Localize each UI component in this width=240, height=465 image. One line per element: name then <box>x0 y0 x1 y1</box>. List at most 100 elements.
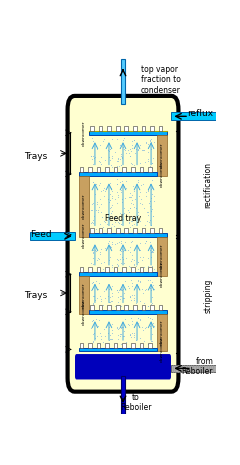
Bar <box>131 267 135 272</box>
Point <box>118 155 122 163</box>
Point <box>126 320 130 328</box>
Point <box>146 262 150 269</box>
Point <box>130 255 134 263</box>
Point <box>118 219 121 227</box>
Bar <box>97 343 100 348</box>
Point <box>108 243 112 250</box>
Point <box>123 290 126 297</box>
Bar <box>139 343 143 348</box>
Point <box>128 331 132 339</box>
Point <box>150 141 154 149</box>
Point <box>128 224 132 231</box>
Point <box>128 205 132 212</box>
Point <box>107 213 111 221</box>
Point <box>141 180 145 188</box>
Point <box>118 256 122 263</box>
Point <box>90 317 94 325</box>
Point <box>91 337 95 345</box>
Point <box>146 149 150 156</box>
Point <box>115 260 119 267</box>
Point <box>116 261 120 268</box>
Point <box>119 220 123 228</box>
Point <box>119 292 122 300</box>
Point <box>151 282 155 289</box>
Point <box>138 297 142 305</box>
Point <box>118 332 122 340</box>
Point <box>146 157 150 165</box>
Point <box>115 135 119 143</box>
Point <box>108 253 112 261</box>
Point <box>118 250 121 258</box>
Point <box>116 191 120 199</box>
Point <box>146 340 150 347</box>
Point <box>91 316 95 323</box>
Bar <box>120 376 126 414</box>
Point <box>116 225 120 232</box>
Point <box>151 319 155 326</box>
Point <box>127 219 131 227</box>
Point <box>134 145 138 152</box>
Point <box>98 292 102 299</box>
Point <box>106 329 110 337</box>
Point <box>132 187 136 194</box>
Point <box>110 240 114 247</box>
Point <box>129 333 133 341</box>
Point <box>130 191 134 199</box>
Point <box>107 286 111 293</box>
Point <box>110 298 114 305</box>
Point <box>130 317 134 324</box>
Point <box>98 340 102 348</box>
Point <box>149 163 153 171</box>
Point <box>127 209 131 216</box>
Point <box>141 146 145 154</box>
Text: to
Reboiler: to Reboiler <box>120 393 152 412</box>
Point <box>147 254 150 261</box>
Point <box>130 320 134 328</box>
Point <box>106 195 110 202</box>
Bar <box>148 343 152 348</box>
Bar <box>122 167 126 172</box>
Point <box>127 321 131 329</box>
Point <box>115 180 119 187</box>
Point <box>132 137 136 144</box>
Point <box>119 286 123 293</box>
Point <box>121 295 125 302</box>
Point <box>138 199 142 207</box>
Point <box>140 224 144 231</box>
Point <box>136 277 140 285</box>
Point <box>113 340 117 347</box>
Point <box>124 177 128 185</box>
Point <box>113 214 117 221</box>
Text: downcomer: downcomer <box>160 261 164 287</box>
Point <box>140 286 144 293</box>
Point <box>136 212 140 219</box>
Point <box>136 145 140 152</box>
Point <box>92 292 96 299</box>
Point <box>149 194 153 201</box>
Point <box>128 189 132 197</box>
Point <box>107 199 111 206</box>
Point <box>90 265 94 272</box>
Point <box>90 155 94 163</box>
Point <box>110 289 114 296</box>
Point <box>151 248 155 255</box>
Point <box>121 323 125 331</box>
Point <box>121 144 125 151</box>
Point <box>98 251 102 258</box>
Point <box>91 178 95 186</box>
Point <box>136 258 140 266</box>
Point <box>91 330 95 338</box>
Point <box>147 187 150 194</box>
Point <box>136 176 140 184</box>
Point <box>91 199 95 207</box>
Point <box>148 314 152 322</box>
Point <box>153 285 156 292</box>
Point <box>120 319 124 326</box>
Point <box>92 154 96 162</box>
Point <box>110 192 114 199</box>
Point <box>118 295 122 302</box>
Point <box>99 246 103 253</box>
Bar <box>157 237 167 276</box>
Point <box>103 244 107 251</box>
Bar <box>142 228 145 233</box>
